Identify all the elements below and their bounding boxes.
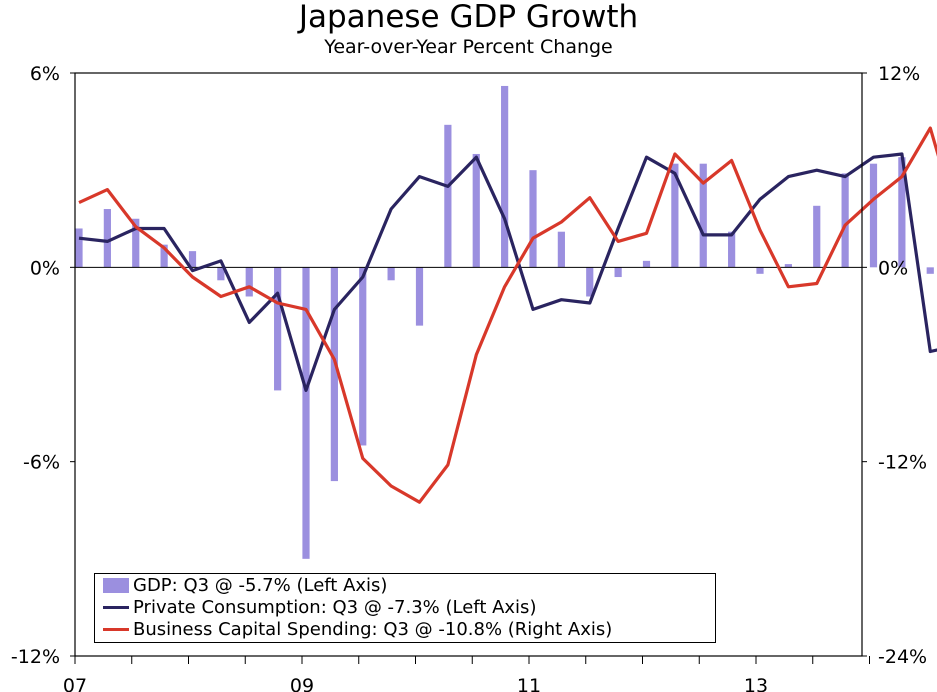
y-right-label: 0% — [878, 257, 908, 279]
gdp-bar — [75, 228, 83, 268]
legend-label-capex: Business Capital Spending: Q3 @ -10.8% (… — [133, 618, 613, 640]
gdp-bar — [898, 157, 906, 268]
gdp-bar — [387, 267, 395, 281]
gdp-bar — [841, 173, 849, 268]
legend-item-gdp: GDP: Q3 @ -5.7% (Left Axis) — [103, 574, 715, 596]
plot-frame — [74, 72, 863, 657]
gdp-bar — [188, 251, 197, 268]
legend-label-gdp: GDP: Q3 @ -5.7% (Left Axis) — [133, 574, 388, 596]
gdp-bar — [671, 163, 679, 268]
y-left-label: -12% — [11, 646, 60, 668]
consumption-line — [78, 152, 937, 392]
y-right-label: -12% — [878, 452, 927, 474]
gdp-bar — [529, 170, 537, 268]
gdp-bar — [302, 267, 310, 559]
legend: GDP: Q3 @ -5.7% (Left Axis) Private Cons… — [94, 573, 716, 643]
gdp-bar — [245, 267, 253, 297]
gdp-bar — [756, 267, 764, 274]
gdp-bar — [869, 163, 878, 268]
y-axis-labels: 6% 0% -6% -12% 12% 0% -12% -24% — [11, 63, 927, 668]
gdp-bar — [614, 267, 622, 278]
gdp-bar — [103, 209, 111, 268]
chart-subtitle: Year-over-Year Percent Change — [324, 36, 613, 58]
x-tick-label: 07 — [63, 675, 87, 692]
legend-label-consumption: Private Consumption: Q3 @ -7.3% (Left Ax… — [133, 596, 537, 618]
gdp-bar — [728, 231, 736, 268]
legend-item-consumption: Private Consumption: Q3 @ -7.3% (Left Ax… — [103, 596, 715, 618]
gdp-bar — [813, 205, 821, 268]
gdp-bar — [642, 260, 651, 268]
gdp-bar — [330, 267, 338, 482]
x-axis-ticks: 07091113151719 — [63, 656, 870, 692]
legend-swatch-gdp — [103, 577, 129, 593]
capex-line — [78, 126, 937, 504]
x-tick-label: 11 — [517, 675, 541, 692]
y-left-label: -6% — [23, 452, 60, 474]
y-right-label: -24% — [878, 646, 927, 668]
gdp-bar — [586, 267, 594, 297]
gdp-bars — [75, 85, 934, 559]
chart-title: Japanese GDP Growth — [298, 0, 639, 35]
gdp-bar — [501, 85, 509, 268]
gdp-bar — [274, 267, 282, 391]
x-tick-label: 13 — [744, 675, 768, 692]
y-right-label: 12% — [878, 63, 920, 85]
legend-item-capex: Business Capital Spending: Q3 @ -10.8% (… — [103, 618, 715, 640]
y-left-label: 0% — [30, 257, 60, 279]
gdp-bar — [359, 267, 367, 446]
gdp-bar — [415, 267, 424, 326]
gdp-bar — [472, 153, 480, 268]
gdp-bar — [557, 231, 565, 268]
legend-swatch-consumption — [103, 605, 129, 609]
series-lines — [78, 126, 937, 504]
gdp-bar — [699, 163, 707, 268]
gdp-bar — [160, 244, 168, 268]
gdp-bar — [926, 267, 934, 274]
gdp-bar — [784, 264, 792, 268]
y-left-label: 6% — [30, 63, 60, 85]
gdp-bar — [217, 267, 225, 281]
gdp-bar — [444, 124, 452, 268]
x-tick-label: 09 — [290, 675, 314, 692]
gdp-bar — [132, 218, 140, 268]
legend-swatch-capex — [103, 627, 129, 631]
